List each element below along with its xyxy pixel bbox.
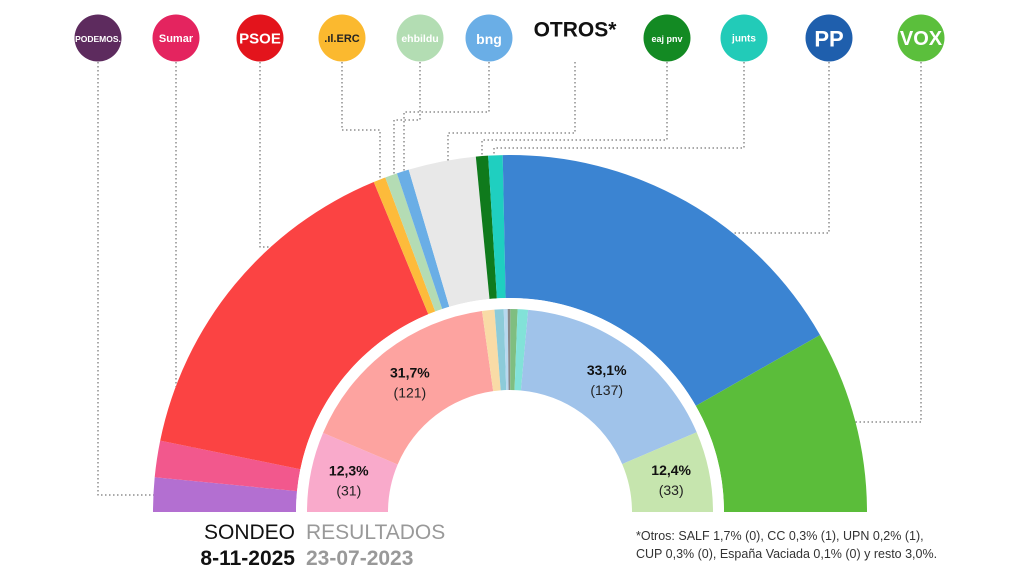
- logo-junts: junts: [720, 14, 768, 62]
- data-label-pct-psoe: 31,7%: [390, 364, 430, 380]
- logo-circle-erc: [318, 14, 366, 62]
- outer-segment-otros: [408, 156, 490, 307]
- svg-text:eaj pnv: eaj pnv: [651, 34, 682, 44]
- outer-segment-bng: [396, 169, 450, 310]
- outer-segment-erc: [373, 177, 436, 315]
- resultados-caption: RESULTADOS 23-07-2023: [306, 520, 445, 572]
- resultados-date: 23-07-2023: [306, 547, 414, 570]
- inner-segment-psoe: [323, 310, 494, 465]
- sondeo-caption: SONDEO 8-11-2025: [200, 520, 295, 572]
- outer-segment-pnv: [475, 155, 497, 299]
- footnote-line: CUP 0,3% (0), España Vaciada 0,1% (0) y …: [636, 547, 938, 561]
- leader-line-pp: [700, 62, 830, 234]
- logo-psoe: PSOE: [236, 14, 284, 62]
- otros-label: OTROS*: [534, 19, 618, 42]
- logo-erc: .ıl.ERC: [318, 14, 366, 62]
- svg-text:PP: PP: [814, 27, 843, 52]
- svg-text:PSOE: PSOE: [239, 31, 281, 48]
- data-label-seats-pp: (137): [590, 382, 623, 398]
- svg-text:.ıl.ERC: .ıl.ERC: [324, 33, 360, 45]
- leader-line-pnv: [481, 62, 668, 158]
- svg-text:PODEMOS.: PODEMOS.: [75, 34, 121, 44]
- inner-ring-resultados: [296, 298, 724, 512]
- logo-vox: VOX: [897, 14, 945, 62]
- resultados-title: RESULTADOS: [306, 521, 446, 544]
- logo-circle-sumar: [152, 14, 200, 62]
- data-label-seats-vox: (33): [659, 482, 684, 498]
- outer-segment-sumar: [154, 440, 301, 492]
- leader-line-vox: [835, 62, 922, 423]
- sondeo-date: 8-11-2025: [200, 547, 295, 570]
- inner-ring-labels: 12,3% (31) 31,7% (121) 33,1% (137) 12,4% (33): [329, 362, 692, 498]
- leader-line-erc: [341, 62, 381, 182]
- data-label-pct-vox: 12,4%: [651, 462, 691, 478]
- inner-segment-pnv: [510, 309, 518, 391]
- leader-line-psoe: [259, 62, 315, 248]
- leader-line-bng: [403, 62, 490, 175]
- logo-eh-bildu: ehbildu: [396, 14, 444, 62]
- logo-circle-podemos: [74, 14, 122, 62]
- leader-line-podemos: [97, 62, 210, 496]
- logo-circle-eh-bildu: [396, 14, 444, 62]
- outer-segment-psoe: [160, 182, 429, 470]
- logo-circle-psoe: [236, 14, 284, 62]
- logo-otros: OTROS*: [534, 19, 618, 42]
- data-label-seats-sumar: (31): [336, 482, 361, 498]
- inner-segment-junts: [514, 309, 529, 391]
- inner-segment-vox: [622, 432, 713, 512]
- logo-circle-pnv: [643, 14, 691, 62]
- svg-text:ehbildu: ehbildu: [401, 33, 438, 45]
- logo-pnv: eaj pnv: [643, 14, 691, 62]
- outer-segment-junts: [488, 155, 506, 299]
- inner-segment-otros: [507, 309, 511, 391]
- logo-pp: PP: [805, 14, 853, 62]
- outer-ring-sondeo: [153, 155, 867, 512]
- logo-circle-vox: [897, 14, 945, 62]
- inner-segment-erc: [482, 309, 501, 392]
- leader-line-eh-bildu: [393, 62, 421, 178]
- svg-text:bng: bng: [476, 31, 502, 47]
- data-label-pct-sumar: 12,3%: [329, 462, 369, 478]
- outer-segment-pp: [502, 155, 821, 406]
- sondeo-title: SONDEO: [203, 521, 295, 544]
- leader-line-junts: [493, 62, 745, 158]
- logo-sumar: Sumar: [152, 14, 200, 62]
- footnote: *Otros: SALF 1,7% (0), CC 0,3% (1), UPN …: [636, 527, 937, 563]
- svg-text:VOX: VOX: [900, 28, 943, 50]
- inner-segment-bng: [503, 309, 509, 391]
- logo-bng: bng: [465, 14, 513, 62]
- data-label-seats-psoe: (121): [394, 384, 427, 400]
- logo-circle-junts: [720, 14, 768, 62]
- footnote-line: *Otros: SALF 1,7% (0), CC 0,3% (1), UPN …: [636, 529, 924, 543]
- outer-segment-eh-bildu: [385, 173, 443, 312]
- inner-segment-sumar: [307, 432, 398, 512]
- logo-circle-bng: [465, 14, 513, 62]
- data-label-pct-pp: 33,1%: [587, 362, 627, 378]
- outer-segment-podemos: [153, 477, 298, 512]
- inner-segment-eh-bildu: [494, 309, 507, 391]
- logo-circle-pp: [805, 14, 853, 62]
- svg-text:junts: junts: [731, 34, 756, 45]
- party-logos: PODEMOS. Sumar PSOE .ıl.ERC ehbildu bng OTROS*…: [74, 14, 945, 62]
- inner-segment-pp: [520, 309, 697, 465]
- logo-podemos: PODEMOS.: [74, 14, 122, 62]
- svg-text:Sumar: Sumar: [159, 33, 194, 45]
- outer-segment-vox: [695, 334, 867, 512]
